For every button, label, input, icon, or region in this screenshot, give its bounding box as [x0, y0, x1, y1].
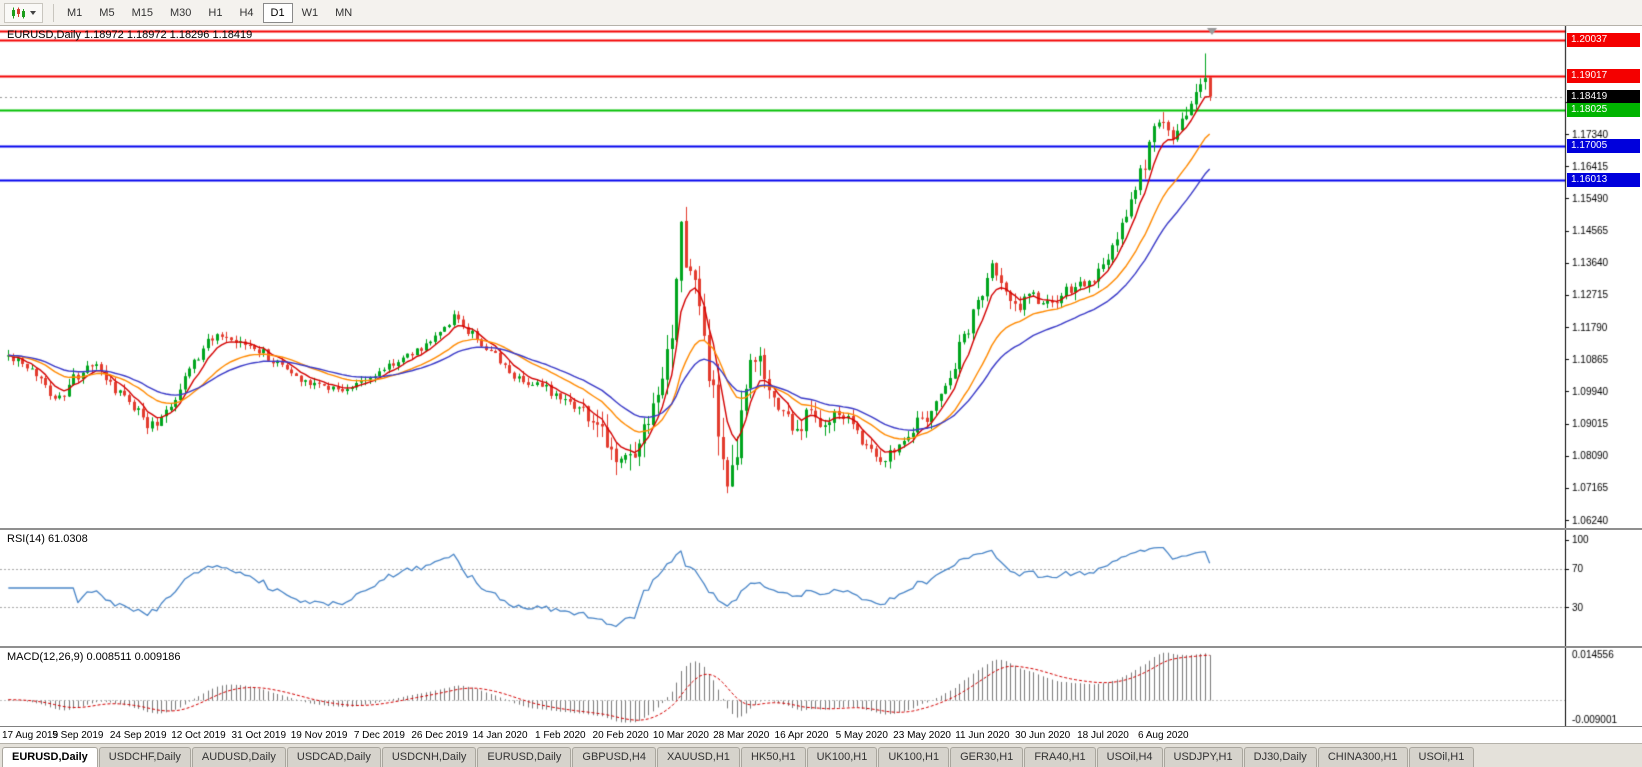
- timeframe-button-h4[interactable]: H4: [231, 3, 261, 23]
- chart-tab-hk50-h1[interactable]: HK50,H1: [740, 747, 806, 767]
- date-label: 14 Jan 2020: [472, 730, 528, 741]
- price-label-support-green: 1.18025: [1567, 103, 1640, 117]
- panel-splitter[interactable]: [0, 528, 1642, 530]
- timeframe-button-h1[interactable]: H1: [200, 3, 230, 23]
- date-label: 7 Dec 2019: [353, 730, 405, 741]
- chart-tab-uk100-h1[interactable]: UK100,H1: [806, 747, 878, 767]
- date-label: 24 Sep 2019: [109, 730, 167, 741]
- date-label: 11 Jun 2020: [955, 730, 1010, 741]
- price-label-resistance-upper: 1.20037: [1567, 33, 1640, 47]
- chart-tab-dj30-daily[interactable]: DJ30,Daily: [1243, 747, 1317, 767]
- date-label: 18 Jul 2020: [1077, 730, 1129, 741]
- chart-tab-eurusd-daily[interactable]: EURUSD,Daily: [2, 747, 98, 767]
- date-label: 10 Mar 2020: [652, 730, 709, 741]
- date-label: 26 Dec 2019: [411, 730, 469, 741]
- date-label: 31 Oct 2019: [231, 730, 287, 741]
- date-label: 5 Sep 2019: [52, 730, 104, 741]
- main-chart-panel: EURUSD,Daily 1.18972 1.18972 1.18296 1.1…: [0, 26, 1642, 528]
- timeframe-button-m30[interactable]: M30: [162, 3, 199, 23]
- price-label-bid: 1.18419: [1567, 90, 1640, 104]
- chart-tools-dropdown[interactable]: [4, 2, 43, 23]
- timeframe-button-m15[interactable]: M15: [124, 3, 161, 23]
- toolbar-separator: [53, 3, 54, 22]
- date-label: 17 Aug 2019: [2, 730, 59, 741]
- date-label: 12 Oct 2019: [171, 730, 226, 741]
- timeframe-buttons: M1 M5 M15 M30 H1 H4 D1 W1 MN: [59, 2, 360, 23]
- macd-panel: MACD(12,26,9) 0.008511 0.009186: [0, 648, 1642, 726]
- date-label: 5 May 2020: [835, 730, 888, 741]
- chart-area: EURUSD,Daily 1.18972 1.18972 1.18296 1.1…: [0, 26, 1642, 743]
- chart-tab-usdjpy-h1[interactable]: USDJPY,H1: [1163, 747, 1243, 767]
- price-label-support-blue-upper: 1.17005: [1567, 139, 1640, 153]
- timeframe-button-mn[interactable]: MN: [327, 3, 360, 23]
- price-label-support-blue-lower: 1.16013: [1567, 173, 1640, 187]
- panel-splitter[interactable]: [0, 646, 1642, 648]
- date-label: 1 Feb 2020: [534, 730, 586, 741]
- price-label-resistance-lower: 1.19017: [1567, 69, 1640, 83]
- candlestick-chart-icon: [12, 7, 25, 18]
- rsi-indicator-label: RSI(14) 61.0308: [7, 533, 88, 545]
- chart-tabs-bar: EURUSD,Daily USDCHF,Daily AUDUSD,Daily USDC…: [0, 743, 1642, 767]
- chevron-down-icon: [30, 10, 36, 15]
- chart-tab-china300-h1[interactable]: CHINA300,H1: [1317, 747, 1408, 767]
- macd-canvas[interactable]: [0, 648, 1642, 726]
- chart-tab-usoil-h1[interactable]: USOil,H1: [1408, 747, 1475, 767]
- chart-tab-usoil-h4[interactable]: USOil,H4: [1096, 747, 1163, 767]
- date-label: 28 Mar 2020: [713, 730, 770, 741]
- date-label: 16 Apr 2020: [774, 730, 829, 741]
- rsi-panel: RSI(14) 61.0308: [0, 530, 1642, 646]
- chart-tab-fra40-h1[interactable]: FRA40,H1: [1024, 747, 1096, 767]
- timeframe-button-w1[interactable]: W1: [294, 3, 327, 23]
- chart-tab-eurusd-daily[interactable]: EURUSD,Daily: [477, 747, 572, 767]
- chart-tab-usdchf-daily[interactable]: USDCHF,Daily: [98, 747, 191, 767]
- date-label: 6 Aug 2020: [1137, 730, 1189, 741]
- macd-indicator-label: MACD(12,26,9) 0.008511 0.009186: [7, 651, 181, 663]
- chart-tab-ger30-h1[interactable]: GER30,H1: [950, 747, 1024, 767]
- chart-tab-audusd-daily[interactable]: AUDUSD,Daily: [191, 747, 286, 767]
- timeframe-button-m5[interactable]: M5: [91, 3, 122, 23]
- chart-title: EURUSD,Daily 1.18972 1.18972 1.18296 1.1…: [7, 29, 253, 41]
- chart-tab-usdcad-daily[interactable]: USDCAD,Daily: [286, 747, 381, 767]
- time-axis: 17 Aug 2019 5 Sep 2019 24 Sep 2019 12 Oct 2…: [0, 726, 1642, 743]
- timeframe-button-m1[interactable]: M1: [59, 3, 90, 23]
- timeframe-toolbar: M1 M5 M15 M30 H1 H4 D1 W1 MN: [0, 0, 1642, 26]
- date-label: 23 May 2020: [893, 730, 952, 741]
- main-chart-canvas[interactable]: [0, 26, 1642, 528]
- date-label: 19 Nov 2019: [290, 730, 348, 741]
- chart-tab-gbpusd-h4[interactable]: GBPUSD,H4: [572, 747, 656, 767]
- timeframe-button-d1[interactable]: D1: [262, 2, 293, 23]
- date-label: 20 Feb 2020: [592, 730, 649, 741]
- chart-tab-usdcnh-daily[interactable]: USDCNH,Daily: [381, 747, 477, 767]
- chart-tab-xauusd-h1[interactable]: XAUUSD,H1: [656, 747, 740, 767]
- date-label: 30 Jun 2020: [1015, 730, 1071, 741]
- chart-tab-uk100-h1[interactable]: UK100,H1: [878, 747, 950, 767]
- rsi-canvas[interactable]: [0, 530, 1642, 646]
